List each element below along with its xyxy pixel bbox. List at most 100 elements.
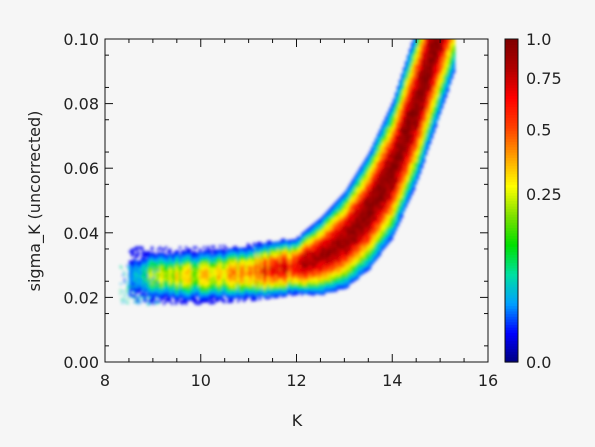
heatmap-cell [202, 258, 206, 261]
heatmap-cell [390, 107, 394, 110]
heatmap-cell [178, 290, 182, 293]
heatmap-cell [228, 254, 232, 257]
heatmap-cell [358, 237, 362, 240]
heatmap-cell [324, 252, 328, 255]
heatmap-cell [392, 198, 396, 201]
heatmap-cell [352, 227, 356, 230]
heatmap-cell [368, 221, 372, 224]
heatmap-cell [334, 283, 338, 286]
heatmap-cell [396, 196, 400, 199]
heatmap-cell [400, 179, 404, 182]
heatmap-cell [268, 240, 272, 243]
heatmap-cell [370, 182, 374, 186]
heatmap-cell [354, 244, 358, 247]
heatmap-cell [226, 288, 230, 291]
heatmap-cell [222, 248, 226, 252]
heatmap-cell [230, 286, 234, 289]
heatmap-cell [264, 251, 268, 254]
heatmap-cell [314, 275, 318, 279]
heatmap-cell [350, 256, 354, 259]
heatmap-cell [398, 121, 402, 125]
heatmap-cell [386, 160, 390, 163]
heatmap-cell [266, 262, 270, 266]
heatmap-cell [386, 122, 390, 125]
heatmap-cell [392, 158, 396, 161]
heatmap-cell [242, 289, 246, 292]
heatmap-cell [300, 285, 304, 288]
heatmap-cell [130, 294, 134, 297]
heatmap-cell [386, 230, 390, 233]
heatmap-cell [352, 233, 356, 236]
heatmap-cell [166, 254, 170, 257]
heatmap-cell [376, 233, 380, 237]
heatmap-cell [182, 290, 186, 293]
heatmap-cell [258, 293, 262, 297]
heatmap-cell [404, 147, 408, 150]
heatmap-cell [358, 201, 362, 204]
heatmap-cell [396, 206, 400, 209]
heatmap-cell [358, 231, 362, 234]
heatmap-cell [354, 194, 358, 197]
heatmap-cell [280, 288, 284, 292]
heatmap-cell [282, 254, 286, 257]
heatmap-cell [208, 293, 212, 297]
heatmap-cell [400, 151, 404, 154]
heatmap-cell [368, 195, 372, 198]
heatmap-cell [200, 290, 204, 293]
heatmap-cell [390, 173, 394, 176]
heatmap-cell [364, 183, 368, 187]
heatmap-cell [210, 281, 214, 285]
heatmap-cell [378, 159, 382, 162]
heatmap-cell [394, 154, 398, 157]
heatmap-cell [170, 264, 174, 267]
heatmap-cell [390, 191, 394, 194]
heatmap-cell [394, 146, 398, 149]
heatmap-cell [142, 268, 146, 271]
heatmap-cell [324, 236, 328, 239]
heatmap-cell [298, 276, 302, 280]
heatmap-cell [316, 288, 320, 291]
heatmap-cell [324, 290, 328, 293]
heatmap-cell [368, 263, 372, 266]
heatmap-cell [394, 182, 398, 185]
heatmap-cell [336, 207, 340, 210]
heatmap-cell [342, 224, 346, 228]
heatmap-cell [282, 252, 286, 255]
heatmap-cell [398, 157, 402, 161]
heatmap-cell [242, 263, 246, 266]
heatmap-cell [352, 229, 356, 232]
heatmap-cell [386, 192, 390, 195]
heatmap-cell [402, 109, 406, 112]
heatmap-cell [160, 270, 164, 273]
heatmap-cell [248, 253, 252, 256]
heatmap-cell [342, 202, 346, 206]
heatmap-cell [276, 295, 280, 298]
heatmap-cell [386, 128, 390, 131]
heatmap-cell [182, 276, 186, 279]
heatmap-cell [358, 243, 362, 246]
heatmap-cell [180, 250, 184, 253]
heatmap-cell [330, 289, 334, 293]
heatmap-cell [314, 223, 318, 227]
heatmap-cell [312, 285, 316, 288]
heatmap-cell [272, 275, 276, 279]
heatmap-cell [134, 276, 138, 279]
heatmap-cell [350, 194, 354, 197]
heatmap-cell [208, 277, 212, 281]
heatmap-cell [332, 289, 336, 292]
heatmap-cell [294, 268, 298, 272]
heatmap-cell [396, 130, 400, 133]
heatmap-cell [352, 243, 356, 246]
heatmap-cell [196, 264, 200, 267]
heatmap-cell [330, 257, 334, 261]
heatmap-cell [368, 205, 372, 208]
heatmap-cell [338, 229, 342, 232]
heatmap-cell [352, 247, 356, 250]
heatmap-cell [404, 113, 408, 116]
heatmap-cell [360, 202, 364, 205]
heatmap-cell [348, 243, 352, 247]
heatmap-cell [258, 255, 262, 259]
heatmap-cell [294, 280, 298, 284]
heatmap-cell [154, 268, 158, 271]
heatmap-cell [208, 295, 212, 299]
